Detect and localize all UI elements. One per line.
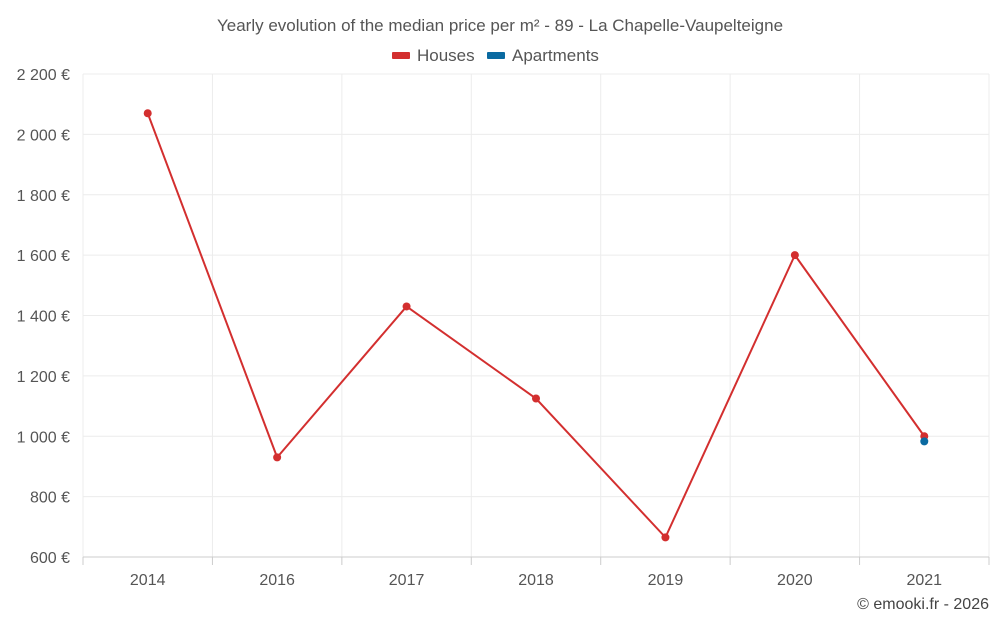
x-tick-label: 2019	[648, 572, 684, 589]
y-tick-label: 1 000 €	[17, 429, 70, 446]
y-tick-label: 2 000 €	[17, 127, 70, 144]
legend: Houses Apartments	[392, 46, 599, 65]
y-tick-label: 1 600 €	[17, 248, 70, 265]
y-tick-label: 1 800 €	[17, 188, 70, 205]
x-tick-label: 2021	[906, 572, 942, 589]
y-tick-label: 800 €	[30, 490, 70, 507]
data-point-houses[interactable]	[532, 394, 540, 403]
y-axis: 600 € 800 € 1 000 € 1 200 € 1 400 € 1 600 € 1 …	[17, 67, 70, 567]
data-point-apartments[interactable]	[920, 437, 929, 446]
legend-label-houses: Houses	[417, 46, 475, 65]
x-tick-label: 2017	[389, 572, 425, 589]
chart-title: Yearly evolution of the median price per…	[217, 16, 783, 35]
grid	[82, 73, 990, 557]
y-tick-label: 1 200 €	[17, 369, 70, 386]
legend-label-apartments: Apartments	[512, 46, 599, 65]
series-line-houses	[146, 112, 926, 539]
x-tick-label: 2020	[777, 572, 813, 589]
x-tick-label: 2014	[130, 572, 166, 589]
x-tick-label: 2016	[259, 572, 295, 589]
credit-text: © emooki.fr - 2026	[857, 596, 989, 613]
legend-swatch-houses	[392, 52, 410, 59]
legend-item-houses[interactable]: Houses	[392, 46, 475, 65]
y-tick-label: 600 €	[30, 550, 70, 567]
y-tick-label: 1 400 €	[17, 309, 70, 326]
x-tick-label: 2018	[518, 572, 554, 589]
legend-item-apartments[interactable]: Apartments	[487, 46, 599, 65]
series-layer	[143, 109, 929, 542]
y-tick-label: 2 200 €	[17, 67, 70, 84]
data-point-houses[interactable]	[273, 453, 282, 462]
data-point-houses[interactable]	[790, 251, 799, 260]
x-axis: 2014 2016 2017 2018 2019 2020 2021	[82, 556, 990, 589]
data-point-houses[interactable]	[402, 302, 411, 311]
legend-swatch-apartments	[487, 52, 505, 59]
data-point-houses[interactable]	[143, 109, 152, 118]
data-point-houses[interactable]	[661, 533, 670, 542]
